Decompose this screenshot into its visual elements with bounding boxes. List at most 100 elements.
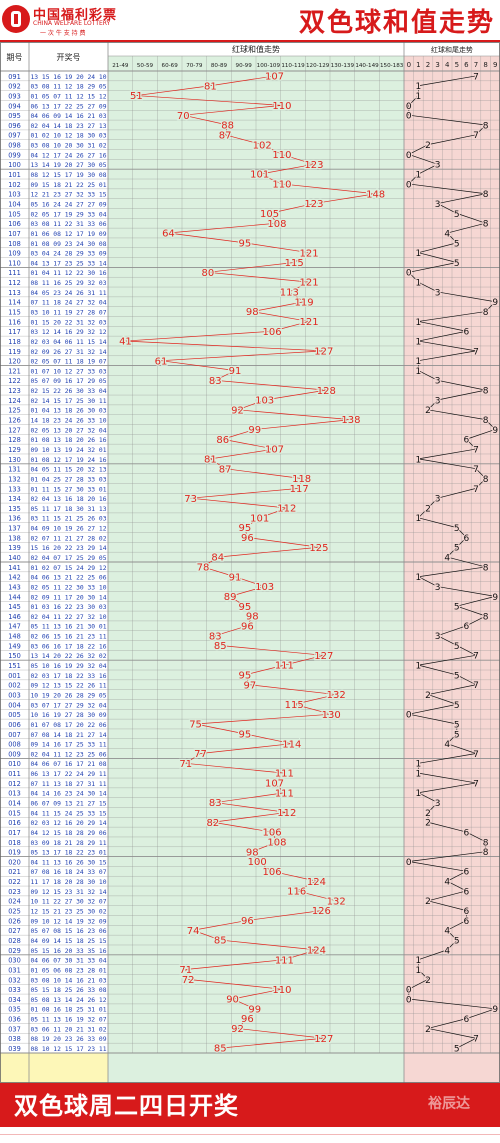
tail-value-label: 3: [435, 396, 441, 406]
draw-numbers: 01 11 15 27 30 33 01: [31, 486, 107, 493]
tail-trend-segment: [418, 242, 457, 254]
sum-range-header: 80-89: [211, 63, 228, 69]
tail-value-label: 3: [435, 495, 441, 505]
sum-trend-segment: [215, 625, 248, 636]
sum-value-label: 73: [184, 494, 197, 505]
issue-number: 038: [8, 1035, 21, 1043]
draw-numbers: 03 08 10 20 30 31 02: [31, 143, 107, 150]
tail-trend-segment: [447, 222, 486, 234]
sum-trend-segment: [284, 949, 317, 961]
draw-numbers: 04 09 10 19 26 27 12: [31, 526, 107, 533]
tail-value-label: 6: [464, 887, 470, 897]
tail-value-label: 8: [483, 416, 489, 426]
watermark: 裕辰达: [428, 1096, 470, 1112]
sum-value-label: 118: [292, 474, 311, 485]
sum-trend-segment: [259, 507, 287, 519]
tail-value-label: 1: [416, 662, 422, 672]
issue-number: 018: [8, 839, 21, 847]
sum-trend-segment: [259, 163, 315, 175]
sum-value-label: 77: [194, 749, 207, 760]
issue-number: 132: [8, 475, 21, 483]
sum-value-label: 127: [314, 346, 333, 357]
tail-trend-segment: [408, 173, 419, 185]
sum-trend-segment: [212, 821, 273, 833]
tail-value-label: 6: [464, 917, 470, 927]
issue-number: 013: [8, 790, 21, 798]
sum-trend-series: 1078151110708887102110123101110148123105…: [118, 70, 387, 1056]
sum-trend-segment: [229, 596, 246, 607]
sum-trend-segment: [264, 389, 327, 401]
sum-trend-segment: [259, 173, 283, 185]
sum-trend-segment: [188, 979, 282, 990]
draw-numbers: 15 16 20 22 23 29 14: [31, 545, 107, 552]
sum-trend-segment: [247, 537, 319, 548]
sum-value-label: 71: [179, 759, 192, 770]
tail-trend-segment: [427, 694, 457, 705]
sum-trend-segment: [168, 222, 277, 234]
tail-value-label: 8: [483, 563, 489, 573]
issue-number: 129: [8, 446, 21, 454]
issue-number: 105: [8, 210, 21, 218]
sum-value-label: 103: [255, 396, 274, 407]
sum-value-label: 86: [216, 435, 229, 446]
tail-value-label: 0: [406, 986, 412, 996]
issue-number: 142: [8, 574, 21, 582]
draw-numbers: 01 07 10 12 27 33 03: [31, 368, 107, 375]
sum-trend-segment: [269, 213, 278, 224]
sum-value-label: 105: [260, 209, 279, 220]
draw-numbers: 01 05 06 08 23 28 01: [31, 967, 107, 974]
tail-trend-segment: [418, 252, 457, 263]
sum-value-label: 95: [239, 523, 252, 534]
tail-trend-segment: [418, 517, 457, 528]
sum-value-label: 100: [248, 857, 267, 868]
draw-numbers: 01 15 20 22 31 32 03: [31, 319, 107, 326]
tail-value-label: 6: [464, 828, 470, 838]
issue-column-header: 期号: [7, 53, 23, 62]
issue-number: 149: [8, 642, 21, 650]
sum-trend-segment: [193, 920, 248, 931]
draw-numbers: 04 09 14 15 18 25 15: [31, 938, 107, 945]
sum-trend-segment: [217, 546, 319, 558]
draw-numbers: 12 21 23 27 32 33 15: [31, 192, 107, 199]
tail-trend-segment: [437, 389, 486, 401]
sum-value-label: 99: [248, 425, 261, 436]
issue-number: 146: [8, 613, 21, 621]
tail-trend-segment: [437, 488, 477, 499]
tail-trend-segment: [446, 939, 458, 951]
draw-numbers: 01 04 13 18 26 30 03: [31, 408, 107, 415]
sum-value-label: 61: [155, 356, 168, 367]
sum-trend-segment: [232, 988, 282, 1000]
issue-number: 032: [8, 976, 21, 984]
sum-value-label: 126: [312, 906, 331, 917]
sum-value-label: 83: [209, 798, 222, 809]
draw-numbers: 04 05 23 24 26 31 11: [31, 290, 107, 297]
issue-number: 122: [8, 377, 21, 385]
tail-value-label: 1: [416, 337, 422, 347]
draw-numbers: 01 02 10 12 18 30 03: [31, 133, 107, 140]
footer-band-line: [0, 1134, 500, 1135]
tail-trend-segment: [418, 566, 486, 578]
tail-trend-segment: [475, 478, 486, 489]
tail-trend-segment: [485, 301, 496, 312]
sum-value-label: 112: [277, 504, 296, 515]
tail-trend-segment: [418, 163, 438, 175]
draw-numbers: 08 19 20 23 26 33 09: [31, 1036, 107, 1043]
sum-value-label: 114: [282, 739, 301, 750]
draw-rows: 091 13 15 16 19 20 24 10 092 03 08 11 12 18…: [8, 73, 107, 1053]
tail-trend-segment: [466, 439, 477, 450]
tail-trend-segment: [427, 134, 477, 145]
draw-numbers: 03 11 15 21 25 26 03: [31, 516, 107, 523]
tail-trend-segment: [447, 556, 486, 568]
sum-value-label: 124: [307, 877, 326, 888]
tail-value-label: 8: [483, 387, 489, 397]
sum-value-label: 107: [265, 779, 284, 790]
welfare-lottery-logo-icon: [2, 5, 30, 33]
tail-trend-segment: [475, 124, 486, 136]
draw-numbers: 03 08 10 14 16 21 03: [31, 977, 107, 984]
sum-trend-segment: [313, 193, 376, 204]
sum-trend-segment: [220, 939, 317, 951]
tail-trend-segment: [427, 821, 467, 833]
sum-trend-segment: [296, 880, 317, 892]
tail-value-label: 8: [483, 848, 489, 858]
sum-value-label: 95: [239, 729, 252, 740]
